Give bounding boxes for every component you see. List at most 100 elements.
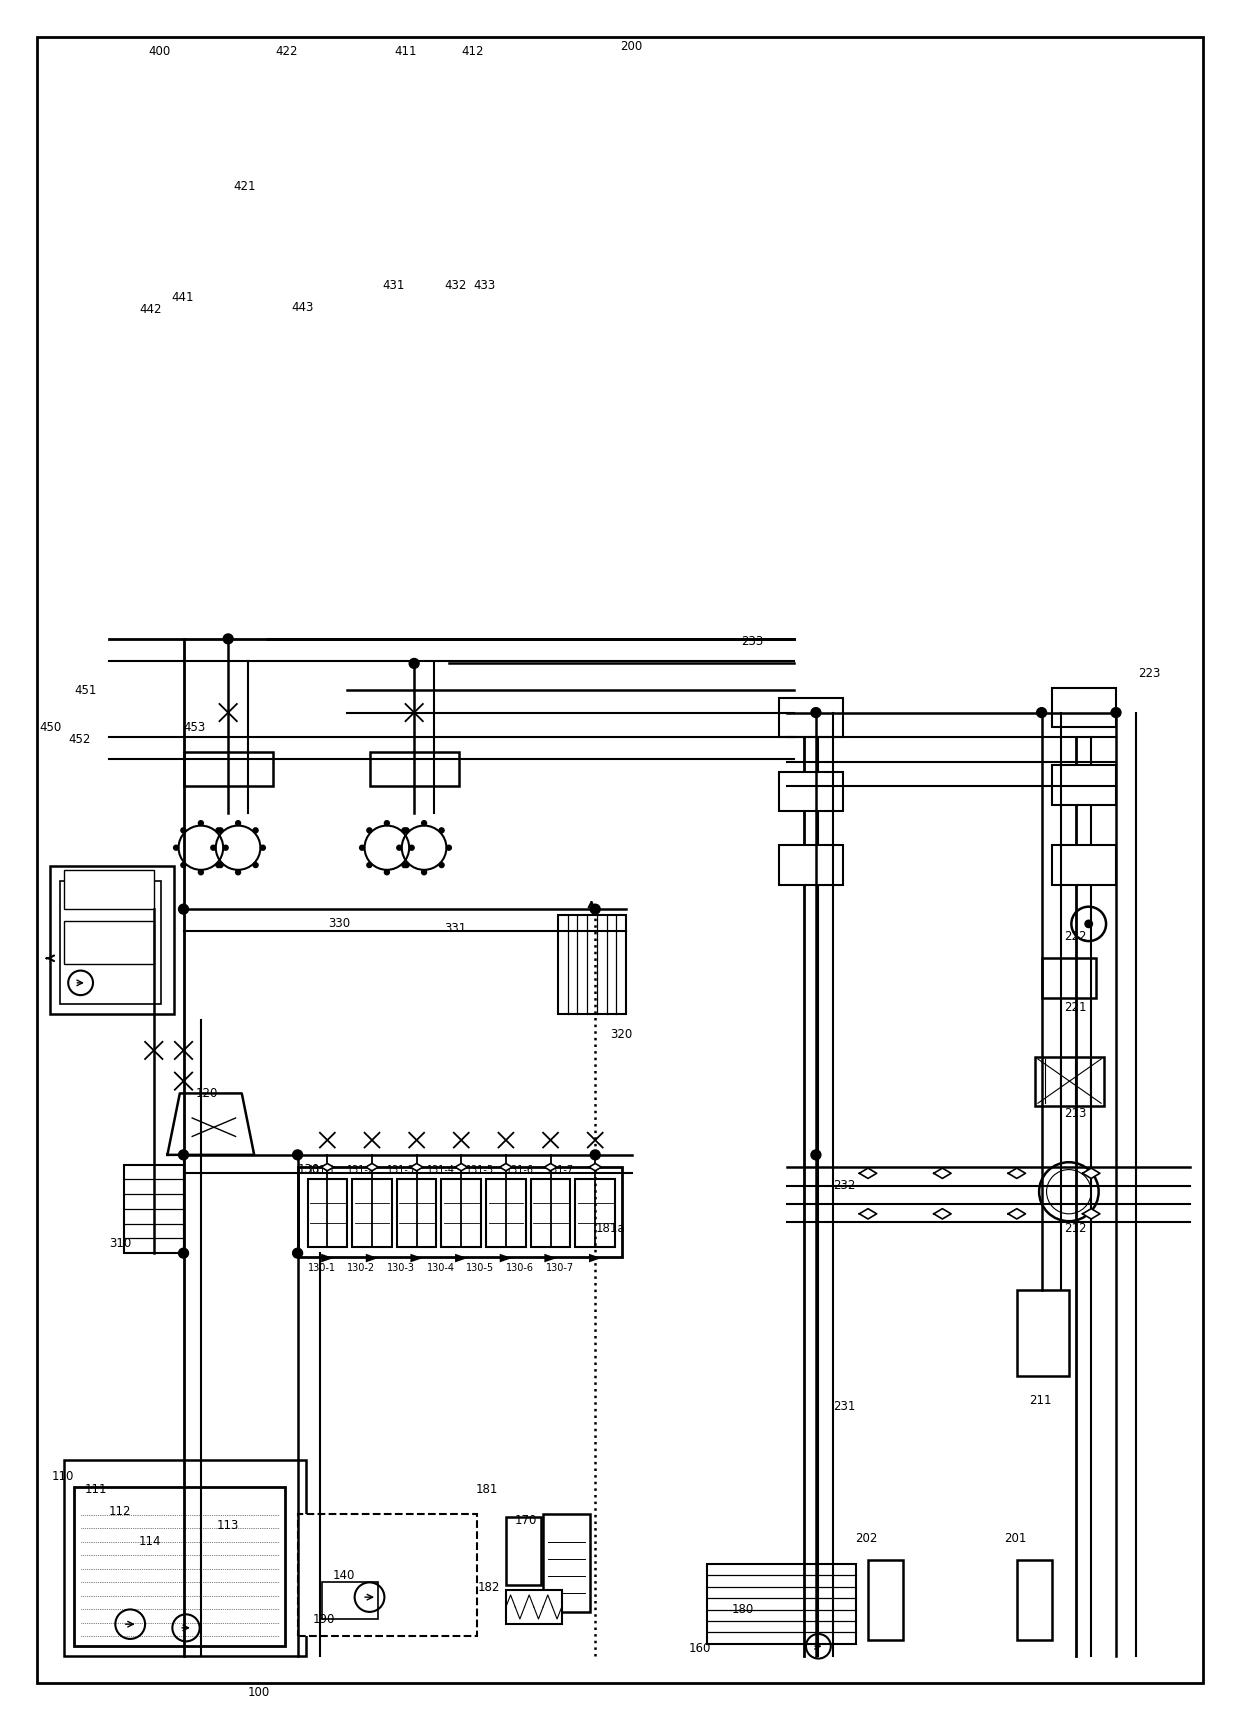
Bar (779, 845, 843, 884)
Bar (779, 698, 843, 738)
Text: 320: 320 (610, 1029, 632, 1041)
Text: 213: 213 (1064, 1106, 1086, 1120)
Circle shape (216, 863, 221, 867)
Text: 130-2: 130-2 (347, 1262, 376, 1273)
Circle shape (397, 845, 402, 850)
Bar (298, 1514, 477, 1636)
Polygon shape (321, 1163, 334, 1171)
Circle shape (404, 863, 409, 867)
Polygon shape (410, 1163, 423, 1171)
Circle shape (236, 870, 241, 875)
Bar (64, 922, 154, 965)
Text: 111: 111 (84, 1483, 107, 1495)
Text: 131-5: 131-5 (466, 1164, 495, 1175)
Circle shape (198, 820, 203, 826)
Text: 100: 100 (248, 1687, 270, 1699)
Text: 114: 114 (139, 1536, 161, 1548)
Bar (1017, 1290, 1069, 1376)
Text: 201: 201 (1004, 1533, 1027, 1545)
Text: 110: 110 (52, 1471, 74, 1483)
Polygon shape (1083, 1168, 1100, 1178)
Text: 113: 113 (217, 1519, 239, 1533)
Polygon shape (934, 1168, 951, 1178)
Bar (575, 1180, 615, 1247)
Circle shape (260, 845, 265, 850)
Polygon shape (1008, 1168, 1025, 1178)
Circle shape (404, 827, 409, 832)
Text: 422: 422 (275, 45, 298, 58)
Bar (1052, 688, 1116, 728)
Circle shape (384, 870, 389, 875)
Circle shape (367, 827, 372, 832)
Text: 120: 120 (196, 1087, 218, 1099)
Circle shape (174, 845, 179, 850)
Text: 202: 202 (856, 1533, 878, 1545)
Bar (352, 1180, 392, 1247)
Circle shape (409, 659, 419, 669)
Circle shape (216, 827, 221, 832)
Polygon shape (455, 1254, 467, 1262)
Text: 441: 441 (171, 291, 193, 304)
Bar (174, 814, 267, 872)
Bar (50, 867, 174, 1013)
Circle shape (1111, 707, 1121, 717)
Bar (779, 772, 843, 810)
Text: 190: 190 (312, 1613, 335, 1625)
Text: 130-3: 130-3 (387, 1262, 415, 1273)
Text: 131-1: 131-1 (308, 1164, 336, 1175)
Text: 400: 400 (149, 45, 171, 58)
Text: 130-5: 130-5 (466, 1262, 495, 1273)
Bar (531, 1180, 570, 1247)
Text: 432: 432 (444, 279, 466, 291)
Polygon shape (455, 1163, 467, 1171)
Polygon shape (321, 1254, 334, 1262)
Text: 131-4: 131-4 (427, 1164, 455, 1175)
Text: 140: 140 (332, 1569, 355, 1581)
Polygon shape (410, 1254, 423, 1262)
Circle shape (181, 827, 186, 832)
Circle shape (439, 863, 444, 867)
Bar (1052, 765, 1116, 805)
Text: 170: 170 (515, 1515, 537, 1527)
Circle shape (253, 863, 258, 867)
Text: 443: 443 (291, 301, 314, 313)
Circle shape (446, 845, 451, 850)
Text: 131-6: 131-6 (506, 1164, 534, 1175)
Circle shape (211, 845, 216, 850)
Circle shape (402, 827, 407, 832)
Circle shape (1037, 707, 1047, 717)
Text: 112: 112 (109, 1505, 131, 1517)
Circle shape (236, 820, 241, 826)
Text: 181: 181 (476, 1483, 498, 1495)
Circle shape (402, 863, 407, 867)
Text: 330: 330 (329, 917, 351, 931)
Text: 231: 231 (833, 1400, 856, 1414)
Bar (64, 1460, 306, 1656)
Circle shape (218, 827, 223, 832)
Polygon shape (167, 1094, 254, 1154)
Text: 232: 232 (833, 1180, 856, 1192)
Text: 182: 182 (477, 1581, 500, 1594)
Polygon shape (500, 1163, 512, 1171)
Text: 421: 421 (233, 181, 255, 193)
Circle shape (179, 1151, 188, 1159)
Text: 181a: 181a (595, 1223, 625, 1235)
Polygon shape (544, 1254, 557, 1262)
Polygon shape (1008, 1209, 1025, 1219)
Text: 450: 450 (40, 721, 62, 734)
Bar (707, 1563, 856, 1644)
Polygon shape (366, 1163, 378, 1171)
Text: 453: 453 (184, 721, 206, 734)
Circle shape (409, 845, 414, 850)
Bar (397, 1180, 436, 1247)
Text: 131-3: 131-3 (387, 1164, 415, 1175)
Bar (308, 1180, 347, 1247)
Circle shape (590, 905, 600, 913)
Circle shape (811, 1151, 821, 1159)
Text: 221: 221 (1064, 1001, 1086, 1013)
Text: 451: 451 (74, 685, 97, 697)
Polygon shape (589, 1163, 601, 1171)
Text: 452: 452 (68, 733, 91, 746)
Polygon shape (366, 1254, 378, 1262)
Text: 233: 233 (742, 635, 764, 648)
